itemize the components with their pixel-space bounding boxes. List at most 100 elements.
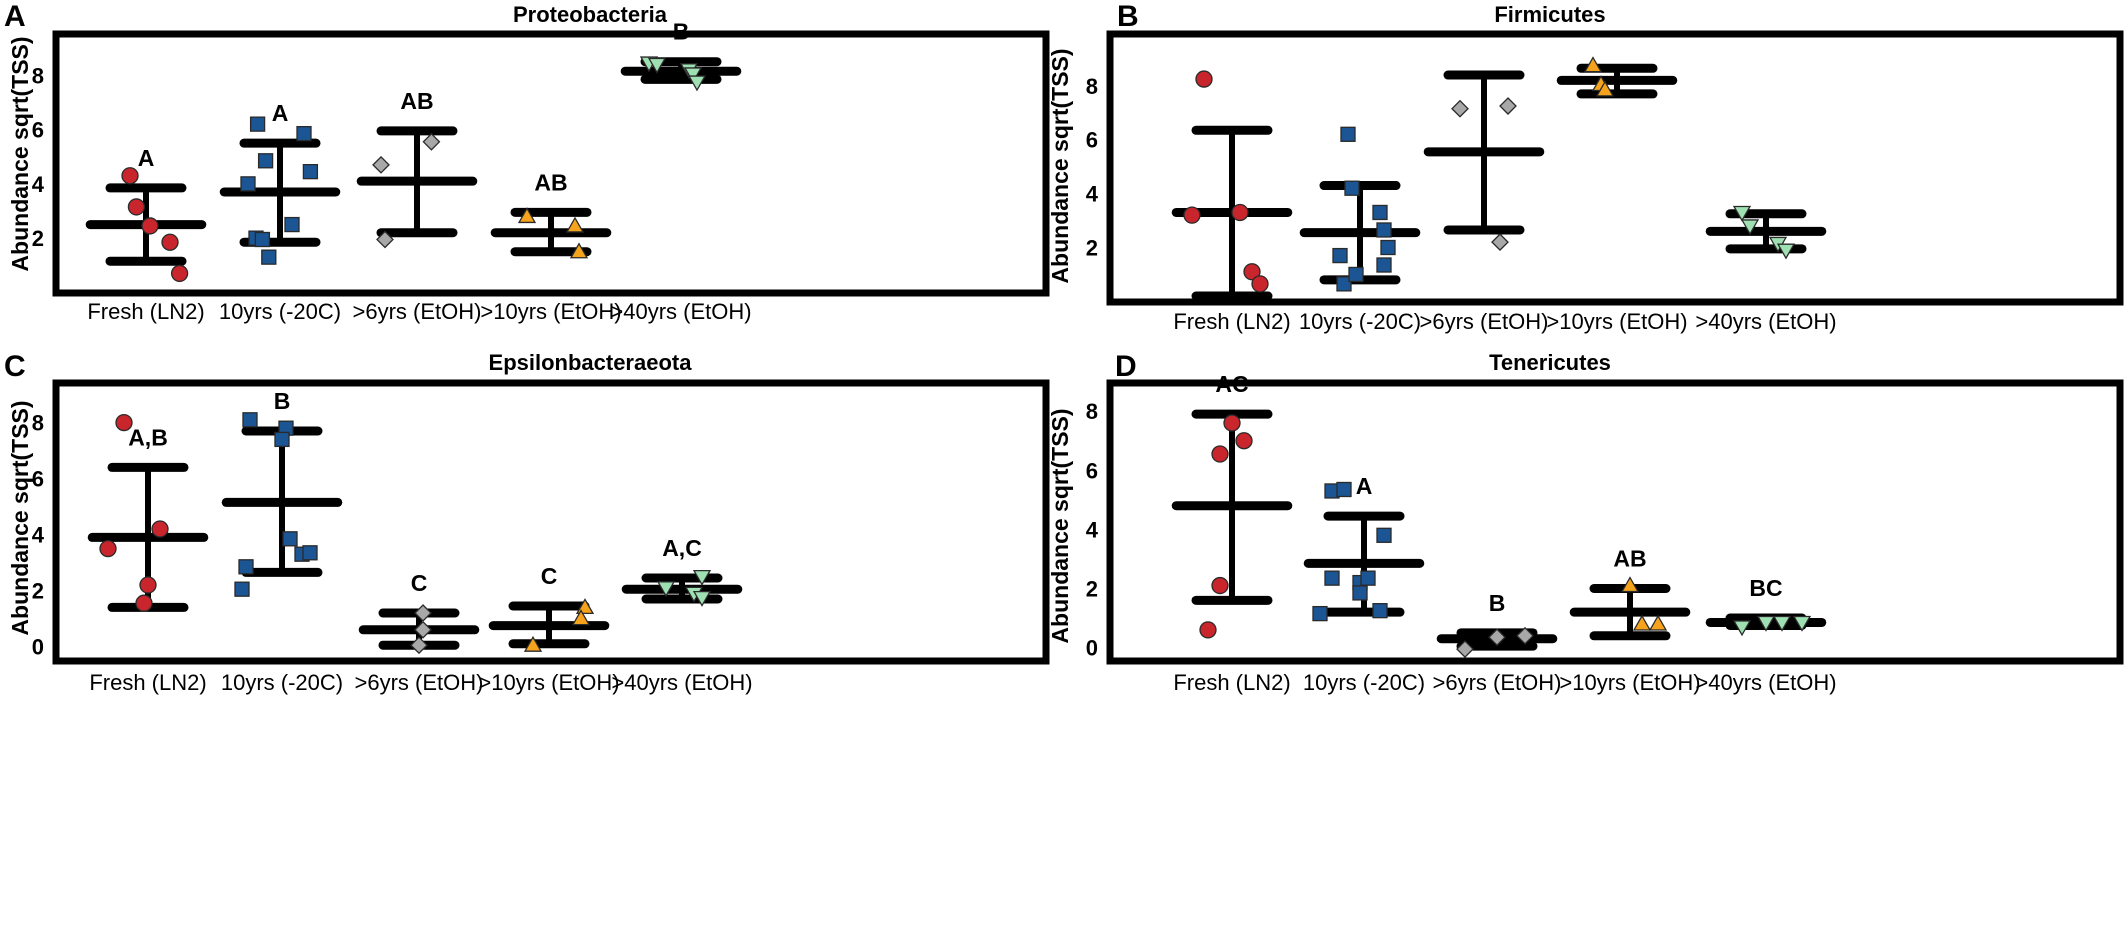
data-point xyxy=(1223,414,1241,432)
data-point xyxy=(1360,570,1376,586)
data-point xyxy=(141,217,159,235)
data-point xyxy=(1352,585,1368,601)
y-tick-labels: 2 4 6 8 xyxy=(32,63,45,251)
data-point xyxy=(1231,203,1249,222)
data-point xyxy=(302,545,318,561)
plot-frame xyxy=(1106,30,2124,306)
significance-letter: A,B xyxy=(128,424,168,450)
data-point xyxy=(1243,263,1261,281)
data-point xyxy=(1376,222,1392,238)
data-point xyxy=(1380,239,1396,256)
x-tick-label: 10yrs (-20C) xyxy=(1303,670,1425,695)
y-axis-label: Abundance sqrt(TSS) xyxy=(1047,408,1073,643)
x-tick-label: 10yrs (-20C) xyxy=(1299,309,1421,334)
y-tick-label: 0 xyxy=(32,635,44,660)
significance-letter: A xyxy=(272,100,289,126)
x-tick-label: >40yrs (EtOH) xyxy=(1695,309,1836,334)
data-point xyxy=(1211,576,1229,595)
x-tick-labels: Fresh (LN2) 10yrs (-20C) >6yrs (EtOH) >1… xyxy=(1173,309,1836,334)
data-point xyxy=(1332,247,1348,264)
x-tick-label: >40yrs (EtOH) xyxy=(611,670,752,695)
panel-b: B Firmicutes Abundance sqrt(TSS) 2 4 6 8… xyxy=(1047,0,2124,334)
y-tick-label: 6 xyxy=(1086,458,1098,483)
data-point xyxy=(296,125,312,142)
x-tick-label: 10yrs (-20C) xyxy=(219,299,341,324)
x-tick-labels: Fresh (LN2) 10yrs (-20C) >6yrs (EtOH) >1… xyxy=(87,299,751,324)
data-point xyxy=(1595,80,1615,97)
data-point xyxy=(1488,628,1506,647)
significance-letter: A xyxy=(138,145,155,171)
y-axis-label: Abundance sqrt(TSS) xyxy=(7,36,33,271)
y-tick-label: 2 xyxy=(1086,235,1098,260)
data-point xyxy=(1499,97,1517,115)
data-point xyxy=(517,207,537,224)
y-tick-label: 2 xyxy=(32,226,44,251)
x-tick-label: Fresh (LN2) xyxy=(87,299,204,324)
significance-letter: B xyxy=(673,19,690,45)
data-point xyxy=(139,576,157,594)
data-point xyxy=(257,153,274,169)
data-point xyxy=(1372,204,1388,221)
significance-letter: AB xyxy=(1613,546,1646,572)
plot-frame xyxy=(1106,379,2124,665)
data-point xyxy=(238,559,254,575)
panel-d: D Tenericutes Abundance sqrt(TSS) 0 2 4 … xyxy=(1047,350,2124,695)
data-point xyxy=(161,233,179,251)
plot-frame xyxy=(52,379,1050,665)
panel-title: Tenericutes xyxy=(1489,350,1611,375)
data-point xyxy=(1376,527,1392,543)
significance-letters: A A AB AB B xyxy=(138,19,690,196)
y-axis-label: Abundance sqrt(TSS) xyxy=(7,400,33,635)
data-point xyxy=(1372,603,1388,619)
x-tick-label: >40yrs (EtOH) xyxy=(610,299,751,324)
y-tick-label: 8 xyxy=(32,63,44,88)
y-tick-label: 6 xyxy=(1086,128,1098,153)
data-marks xyxy=(85,56,742,283)
y-tick-label: 0 xyxy=(1086,636,1098,661)
data-point xyxy=(687,75,707,92)
x-tick-label: 10yrs (-20C) xyxy=(221,670,343,695)
y-tick-label: 4 xyxy=(32,523,45,548)
data-point xyxy=(302,163,319,180)
y-tick-label: 2 xyxy=(1086,577,1098,602)
y-tick-label: 8 xyxy=(1086,74,1098,99)
data-point xyxy=(692,590,712,607)
data-point xyxy=(242,412,258,428)
x-tick-label: >6yrs (EtOH) xyxy=(1433,670,1562,695)
panel-letter: C xyxy=(4,350,26,383)
data-point xyxy=(1620,576,1640,593)
panel-a: A Proteobacteria Abundance sqrt(TSS) 2 4… xyxy=(4,0,1050,324)
data-point xyxy=(1772,615,1792,632)
data-point xyxy=(284,216,300,233)
data-point xyxy=(1235,432,1253,450)
data-point xyxy=(1732,205,1752,222)
y-tick-label: 6 xyxy=(32,467,44,492)
data-point xyxy=(1344,180,1360,196)
data-point xyxy=(170,264,189,283)
y-tick-labels: 0 2 4 6 8 xyxy=(32,411,45,660)
data-point xyxy=(1183,206,1201,224)
data-point xyxy=(1336,481,1352,498)
significance-letter: A,C xyxy=(662,535,702,561)
y-tick-label: 8 xyxy=(1086,399,1098,424)
data-point xyxy=(571,609,591,626)
y-tick-label: 6 xyxy=(32,118,44,143)
significance-letter: AB xyxy=(400,88,433,114)
data-point xyxy=(683,67,703,84)
data-point xyxy=(1491,233,1509,252)
panel-title: Firmicutes xyxy=(1494,2,1605,27)
data-point xyxy=(1583,56,1603,73)
data-point xyxy=(1348,266,1364,283)
y-tick-labels: 0 2 4 6 8 xyxy=(1086,399,1099,660)
x-tick-label: >6yrs (EtOH) xyxy=(355,670,484,695)
data-point xyxy=(1340,126,1356,142)
data-point xyxy=(234,581,250,597)
x-tick-label: >40yrs (EtOH) xyxy=(1695,670,1836,695)
y-axis-label: Abundance sqrt(TSS) xyxy=(1047,48,1073,283)
significance-letter: B xyxy=(274,388,291,414)
y-tick-label: 4 xyxy=(32,172,45,197)
panel-title: Epsilonbacteraeota xyxy=(489,350,693,375)
data-point xyxy=(240,176,256,192)
data-point xyxy=(1648,614,1668,631)
data-point xyxy=(1456,640,1474,659)
